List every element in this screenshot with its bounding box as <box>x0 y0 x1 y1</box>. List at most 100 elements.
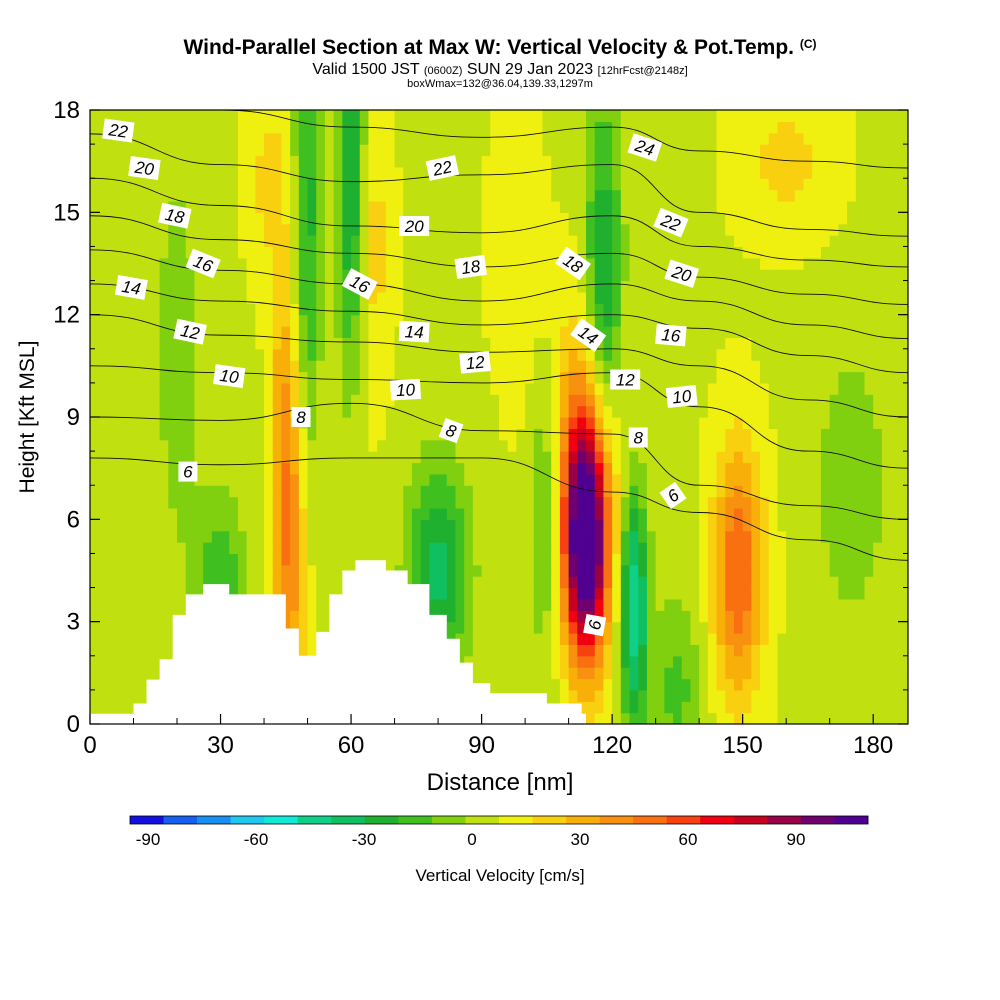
velocity-cell <box>124 314 135 327</box>
velocity-cell <box>760 337 770 350</box>
velocity-cell <box>507 405 517 418</box>
velocity-cell <box>760 485 770 498</box>
velocity-cell <box>855 587 866 600</box>
velocity-cell <box>446 144 457 157</box>
velocity-cell <box>150 473 161 486</box>
velocity-cell <box>107 417 117 429</box>
velocity-cell <box>342 235 352 248</box>
velocity-cell <box>873 121 883 134</box>
velocity-cell <box>568 587 578 600</box>
velocity-cell <box>890 655 900 668</box>
velocity-cell <box>290 382 300 395</box>
velocity-cell <box>559 530 570 543</box>
velocity-cell <box>481 371 491 384</box>
velocity-cell <box>90 564 100 577</box>
velocity-cell <box>490 621 500 634</box>
velocity-cell <box>185 269 196 282</box>
velocity-cell <box>829 621 839 634</box>
velocity-cell <box>629 348 639 361</box>
velocity-cell <box>281 382 291 395</box>
velocity-cell <box>98 689 108 702</box>
velocity-cell <box>803 291 813 304</box>
velocity-cell <box>185 417 196 429</box>
velocity-cell <box>516 303 526 316</box>
velocity-cell <box>786 712 796 724</box>
velocity-cell <box>847 314 857 327</box>
velocity-cell <box>220 189 230 202</box>
velocity-cell <box>673 451 683 464</box>
velocity-cell <box>655 621 665 634</box>
velocity-cell <box>229 110 239 122</box>
velocity-cell <box>525 144 535 157</box>
velocity-cell <box>429 337 439 350</box>
velocity-cell <box>124 598 135 611</box>
velocity-cell <box>455 633 465 646</box>
velocity-cell <box>577 428 587 441</box>
velocity-cell <box>646 155 657 168</box>
velocity-cell <box>681 610 692 623</box>
velocity-cell <box>211 291 222 304</box>
velocity-cell <box>324 223 335 236</box>
velocity-cell <box>873 496 883 509</box>
velocity-cell <box>411 485 422 498</box>
velocity-cell <box>655 485 665 498</box>
velocity-cell <box>690 155 700 168</box>
velocity-cell <box>490 348 500 361</box>
velocity-cell <box>333 189 343 202</box>
velocity-cell <box>159 269 169 282</box>
velocity-cell <box>116 235 126 248</box>
velocity-cell <box>168 223 178 236</box>
velocity-cell <box>429 223 439 236</box>
velocity-cell <box>429 269 439 282</box>
velocity-cell <box>168 473 178 486</box>
velocity-cell <box>638 576 648 589</box>
velocity-cell <box>873 519 883 532</box>
velocity-cell <box>638 610 648 623</box>
velocity-cell <box>490 667 500 680</box>
velocity-cell <box>760 462 770 475</box>
velocity-cell <box>533 496 544 509</box>
velocity-cell <box>673 417 683 429</box>
velocity-cell <box>716 587 726 600</box>
velocity-cell <box>586 382 596 395</box>
velocity-cell <box>699 337 709 350</box>
velocity-cell <box>733 405 744 418</box>
velocity-cell <box>377 155 387 168</box>
velocity-cell <box>220 337 230 350</box>
velocity-cell <box>333 110 343 122</box>
velocity-cell <box>612 621 622 634</box>
velocity-cell <box>629 337 639 350</box>
velocity-cell <box>411 280 422 293</box>
velocity-cell <box>525 428 535 441</box>
velocity-cell <box>307 576 317 589</box>
velocity-cell <box>150 212 161 225</box>
velocity-cell <box>820 667 831 680</box>
velocity-cell <box>873 280 883 293</box>
velocity-cell <box>690 337 700 350</box>
velocity-cell <box>377 246 387 259</box>
velocity-cell <box>820 553 831 566</box>
velocity-cell <box>359 553 370 566</box>
velocity-cell <box>751 689 761 702</box>
velocity-cell <box>768 428 779 441</box>
velocity-cell <box>455 621 465 634</box>
velocity-cell <box>237 121 248 134</box>
velocity-cell <box>142 564 152 577</box>
velocity-cell <box>264 348 274 361</box>
velocity-cell <box>368 223 378 236</box>
velocity-cell <box>464 314 474 327</box>
velocity-cell <box>116 428 126 441</box>
velocity-cell <box>516 587 526 600</box>
velocity-cell <box>385 303 396 316</box>
velocity-cell <box>603 598 613 611</box>
velocity-cell <box>246 132 256 145</box>
velocity-cell <box>499 348 509 361</box>
velocity-cell <box>612 291 622 304</box>
velocity-cell <box>533 405 544 418</box>
velocity-cell <box>124 326 135 339</box>
velocity-cell <box>429 576 439 589</box>
velocity-cell <box>681 530 692 543</box>
velocity-cell <box>525 394 535 407</box>
velocity-cell <box>142 485 152 498</box>
velocity-cell <box>264 121 274 134</box>
